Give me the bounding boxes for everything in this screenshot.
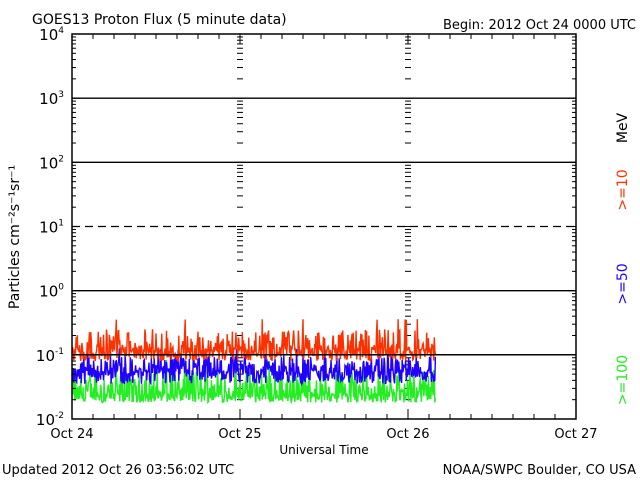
x-tick-label: Oct 26: [386, 427, 429, 442]
x-tick-label: Oct 24: [50, 427, 93, 442]
updated-timestamp: Updated 2012 Oct 26 03:56:02 UTC: [2, 463, 234, 478]
y-tick-label: 104: [39, 26, 64, 44]
y-tick-exponent: 2: [58, 154, 64, 164]
y-tick-exponent: -1: [55, 347, 64, 357]
y-tick-label: 102: [39, 154, 64, 172]
begin-label: Begin: 2012 Oct 24 0000 UTC: [443, 18, 636, 33]
series-line-ge10: [71, 319, 437, 364]
y-tick-label: 103: [39, 90, 64, 108]
legend-ge100: >=100: [615, 355, 631, 405]
x-tick-label: Oct 27: [554, 427, 597, 442]
y-tick-label: 100: [39, 283, 64, 301]
series-group: [71, 319, 576, 405]
source-label: NOAA/SWPC Boulder, CO USA: [443, 463, 636, 478]
y-tick-label: 10-1: [36, 347, 64, 365]
plot-frame: [71, 33, 577, 420]
unit-label: MeV: [615, 112, 631, 143]
y-tick-exponent: 1: [58, 219, 64, 229]
x-tick-label: Oct 25: [218, 427, 261, 442]
y-tick-exponent: 3: [58, 90, 64, 100]
y-axis-label: Particles cm⁻²s⁻¹sr⁻¹: [7, 165, 23, 309]
x-axis-label: Universal Time: [279, 443, 368, 457]
y-tick-label: 101: [39, 219, 64, 237]
y-tick-exponent: -2: [55, 411, 64, 421]
legend-ge10: >=10: [615, 169, 631, 210]
axes: 104 103 102 101 100 10-1 1 0 -2 Oct 24 Oct 25 Oct 2…: [36, 26, 598, 442]
legend-ge50: >=50: [615, 263, 631, 304]
chart-title: GOES13 Proton Flux (5 minute data): [32, 12, 287, 28]
y-tick-exponent: 4: [58, 26, 64, 36]
series-line-ge50: [71, 348, 437, 387]
y-tick-exponent: 0: [58, 283, 64, 293]
